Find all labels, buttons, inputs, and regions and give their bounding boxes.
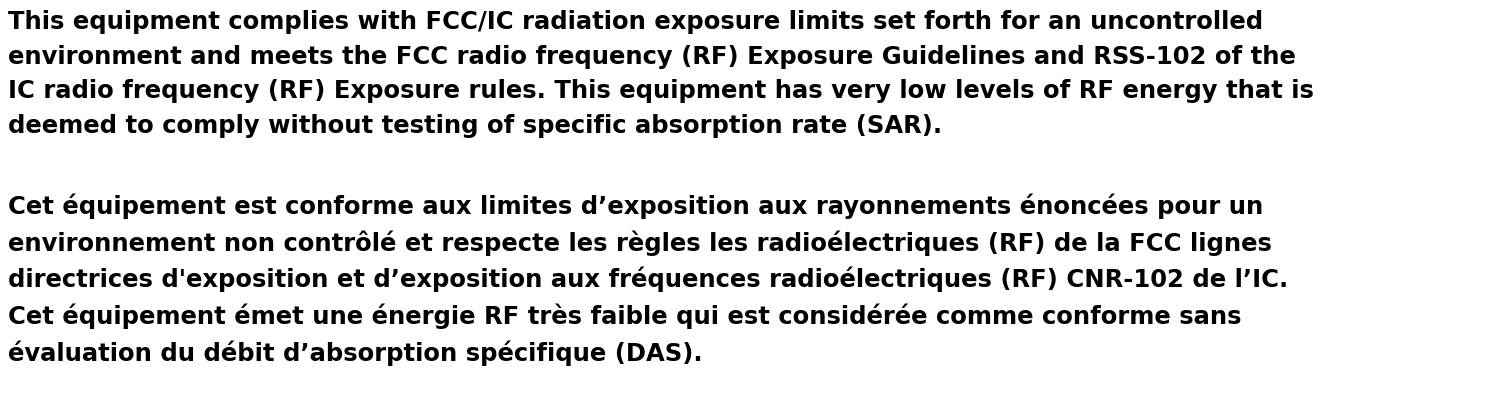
Text: This equipment complies with FCC/IC radiation exposure limits set forth for an u: This equipment complies with FCC/IC radi… xyxy=(8,10,1314,138)
Text: Cet équipement est conforme aux limites d’exposition aux rayonnements énoncées p: Cet équipement est conforme aux limites … xyxy=(8,193,1287,366)
